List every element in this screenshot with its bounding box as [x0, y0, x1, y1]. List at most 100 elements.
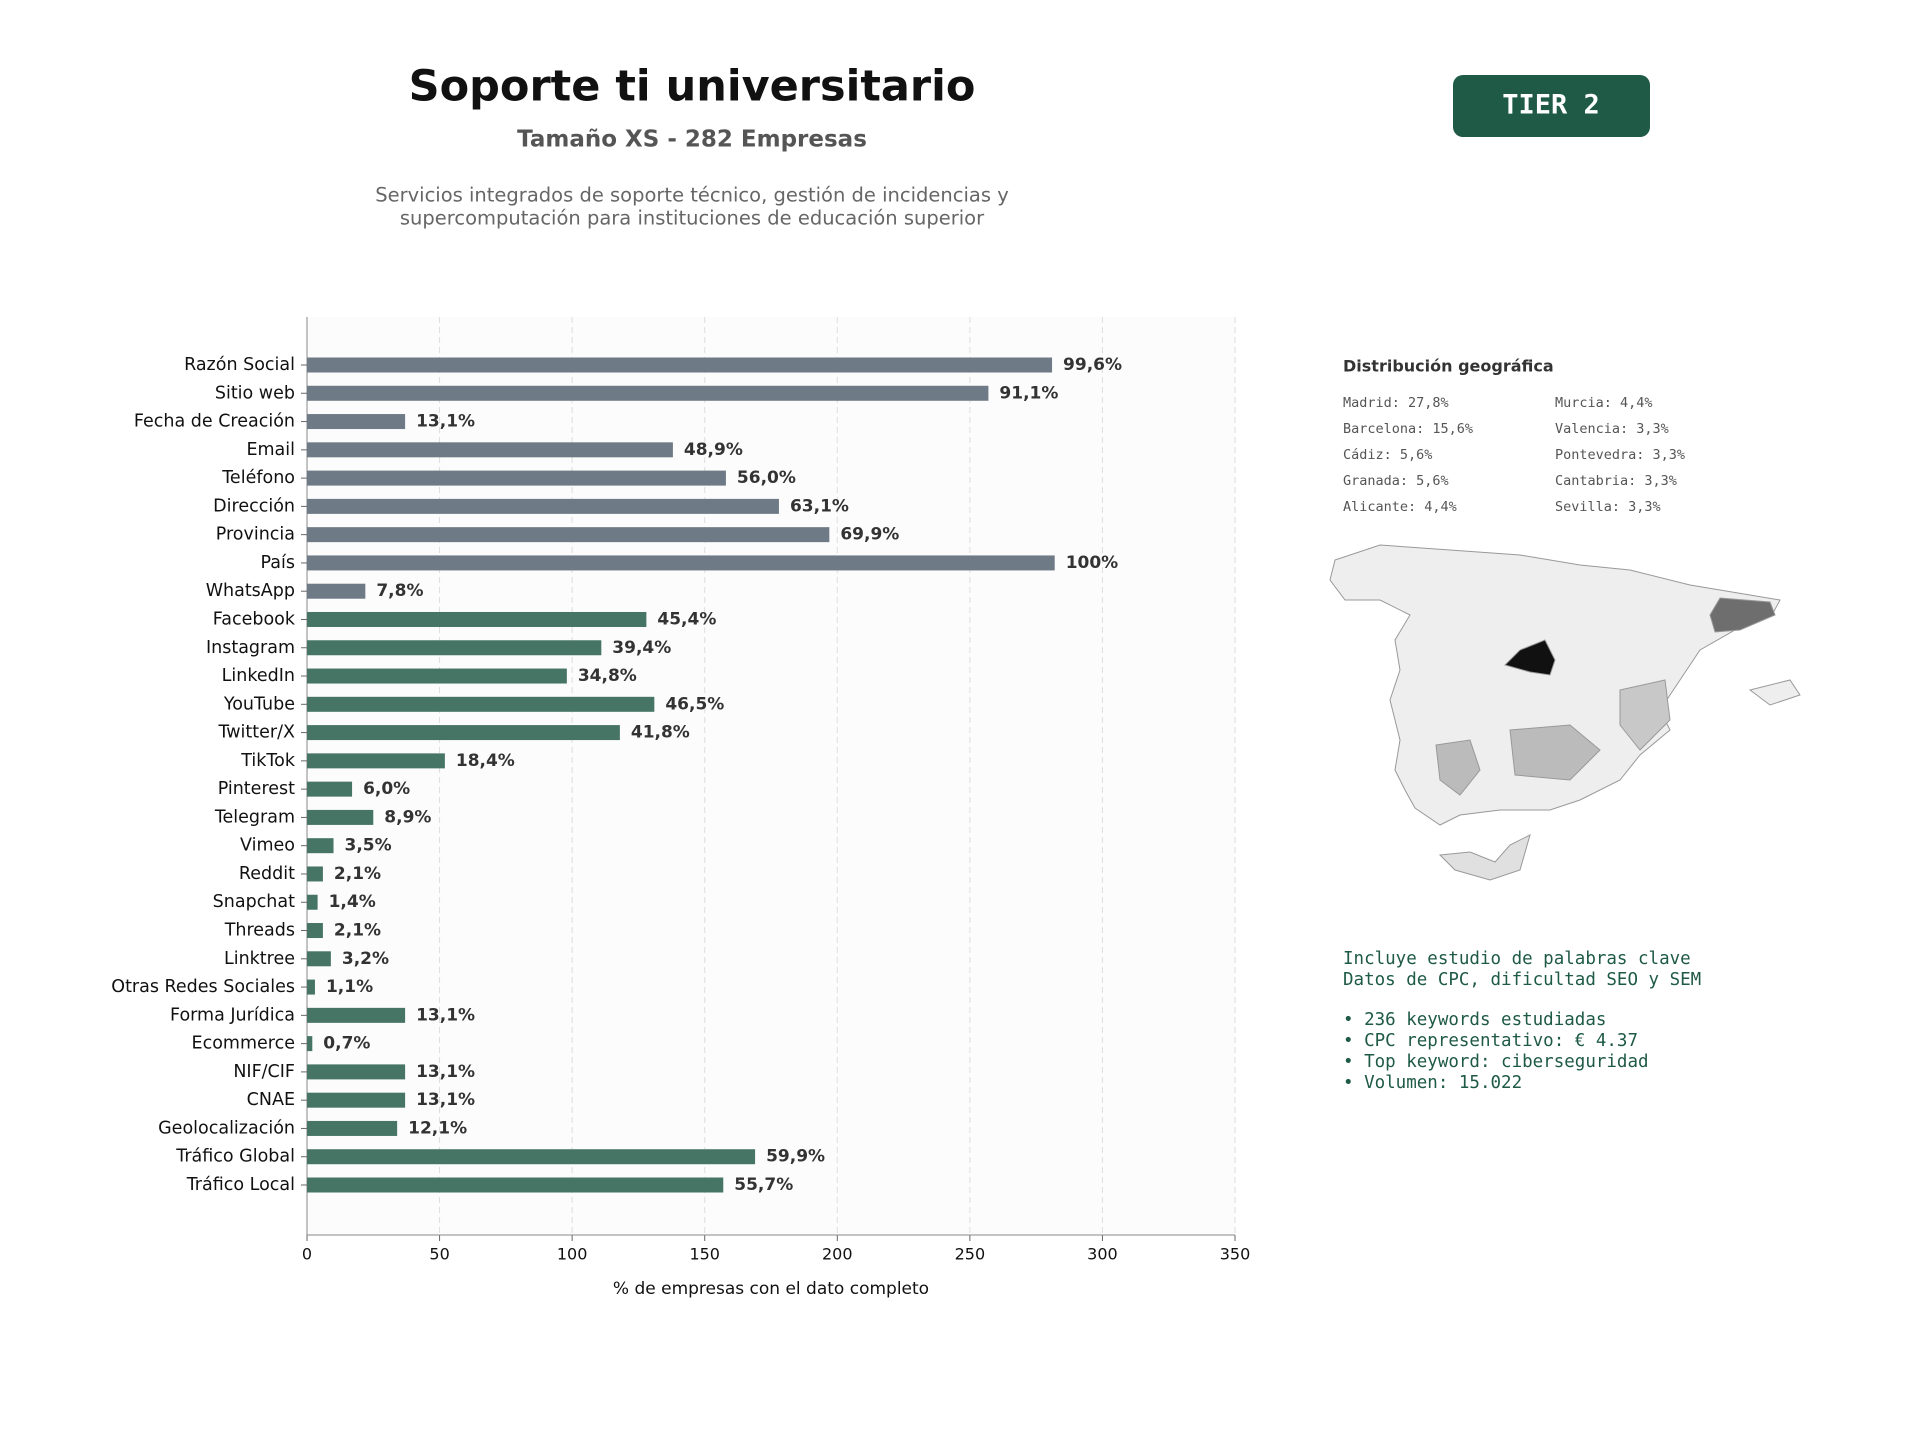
- bar: [307, 951, 331, 967]
- value-label: 7,8%: [376, 581, 423, 601]
- y-tick-label: Pinterest: [218, 779, 295, 799]
- y-tick-label: Email: [246, 440, 295, 460]
- y-tick-label: Geolocalización: [158, 1118, 295, 1138]
- y-tick-label: Razón Social: [184, 355, 295, 375]
- x-tick-label: 0: [302, 1245, 312, 1264]
- geo-entry: Granada: 5,6%: [1343, 473, 1449, 489]
- bar: [307, 385, 989, 401]
- bar: [307, 838, 334, 854]
- value-label: 63,1%: [790, 496, 849, 516]
- bar: [307, 725, 620, 741]
- keyword-item: • Volumen: 15.022: [1343, 1073, 1522, 1093]
- badge-text: TIER 2: [1502, 90, 1600, 121]
- x-tick-label: 350: [1220, 1245, 1251, 1264]
- bar: [307, 781, 353, 797]
- value-label: 45,4%: [657, 609, 716, 629]
- y-tick-label: Sitio web: [215, 383, 295, 403]
- x-tick-label: 300: [1087, 1245, 1118, 1264]
- value-label: 13,1%: [416, 1062, 475, 1082]
- value-label: 1,4%: [329, 892, 376, 912]
- chart: 0 50 100 150 200 250 300 350 % de empresas con e…: [111, 317, 1250, 1299]
- description: Servicios integrados de soporte técnico,…: [375, 184, 1009, 207]
- y-tick-label: Fecha de Creación: [134, 412, 295, 432]
- geo-entry: Pontevedra: 3,3%: [1555, 447, 1685, 463]
- bar: [307, 668, 567, 684]
- y-tick-label: YouTube: [223, 694, 295, 714]
- y-tick-label: Teléfono: [221, 468, 295, 488]
- geo-list: Madrid: 27,8% Barcelona: 15,6% Cádiz: 5,6%…: [1343, 395, 1685, 515]
- bar: [307, 527, 830, 543]
- value-label: 18,4%: [456, 751, 515, 771]
- x-tick-label: 100: [557, 1245, 588, 1264]
- bar: [307, 414, 406, 430]
- keyword-item: • 236 keywords estudiadas: [1343, 1010, 1606, 1030]
- geo-entry: Murcia: 4,4%: [1555, 395, 1653, 411]
- y-tick-label: Reddit: [239, 864, 295, 884]
- value-label: 13,1%: [416, 1005, 475, 1025]
- y-tick-label: Tráfico Global: [175, 1147, 295, 1167]
- y-tick-label: Snapchat: [213, 892, 295, 912]
- map: [1329, 544, 1801, 881]
- x-tick-label: 150: [689, 1245, 720, 1264]
- y-tick-label: Telegram: [214, 807, 295, 827]
- subtitle: Tamaño XS - 282 Empresas: [517, 127, 867, 153]
- value-label: 99,6%: [1063, 355, 1122, 375]
- bar: [307, 696, 655, 712]
- bar: [307, 1177, 724, 1193]
- keyword-intro: Datos de CPC, dificultad SEO y SEM: [1343, 970, 1701, 990]
- y-tick-label: CNAE: [247, 1090, 295, 1110]
- geo-title: Distribución geográfica: [1343, 357, 1554, 376]
- geo-entry: Valencia: 3,3%: [1555, 421, 1669, 437]
- y-tick-label: TikTok: [240, 751, 296, 771]
- value-label: 1,1%: [326, 977, 373, 997]
- badge: [1453, 75, 1650, 137]
- y-tick-label: LinkedIn: [222, 666, 295, 686]
- map-region: [1509, 724, 1601, 781]
- map-region: [1435, 739, 1481, 796]
- bar: [307, 498, 779, 514]
- x-tick-label: 250: [955, 1245, 986, 1264]
- value-label: 100%: [1066, 553, 1119, 573]
- x-tick-label: 200: [822, 1245, 853, 1264]
- y-tick-label: Threads: [224, 921, 295, 941]
- y-tick-label: NIF/CIF: [233, 1062, 295, 1082]
- value-label: 39,4%: [612, 638, 671, 658]
- value-label: 91,1%: [999, 383, 1058, 403]
- map-baleares: [1748, 679, 1801, 706]
- y-tick-label: Instagram: [206, 638, 295, 658]
- geo-entry: Barcelona: 15,6%: [1343, 421, 1473, 437]
- bar: [307, 866, 323, 882]
- bar: [307, 1092, 406, 1108]
- bar: [307, 583, 366, 599]
- bar: [307, 979, 315, 995]
- value-label: 41,8%: [631, 723, 690, 743]
- value-label: 46,5%: [665, 694, 724, 714]
- geo-entry: Madrid: 27,8%: [1343, 395, 1449, 411]
- bar: [307, 923, 323, 939]
- value-label: 55,7%: [734, 1175, 793, 1195]
- keyword-intro: Incluye estudio de palabras clave: [1343, 949, 1691, 969]
- geo-entry: Cádiz: 5,6%: [1343, 447, 1432, 463]
- y-tick-label: Facebook: [213, 609, 296, 629]
- value-label: 3,5%: [345, 836, 392, 856]
- bar: [307, 470, 726, 486]
- bar: [307, 640, 602, 656]
- y-tick-label: País: [261, 553, 295, 573]
- value-label: 69,9%: [840, 525, 899, 545]
- x-axis-label: % de empresas con el dato completo: [613, 1279, 929, 1299]
- value-label: 3,2%: [342, 949, 389, 969]
- value-label: 12,1%: [408, 1118, 467, 1138]
- value-label: 48,9%: [684, 440, 743, 460]
- bar: [307, 1120, 398, 1136]
- bar: [307, 555, 1055, 571]
- value-label: 2,1%: [334, 864, 381, 884]
- y-tick-label: Ecommerce: [192, 1034, 295, 1054]
- value-label: 0,7%: [323, 1034, 370, 1054]
- map-region: [1619, 679, 1671, 751]
- bar: [307, 1149, 756, 1165]
- x-tick-label: 50: [429, 1245, 449, 1264]
- value-label: 59,9%: [766, 1147, 825, 1167]
- value-label: 13,1%: [416, 412, 475, 432]
- y-tick-label: Twitter/X: [217, 723, 295, 743]
